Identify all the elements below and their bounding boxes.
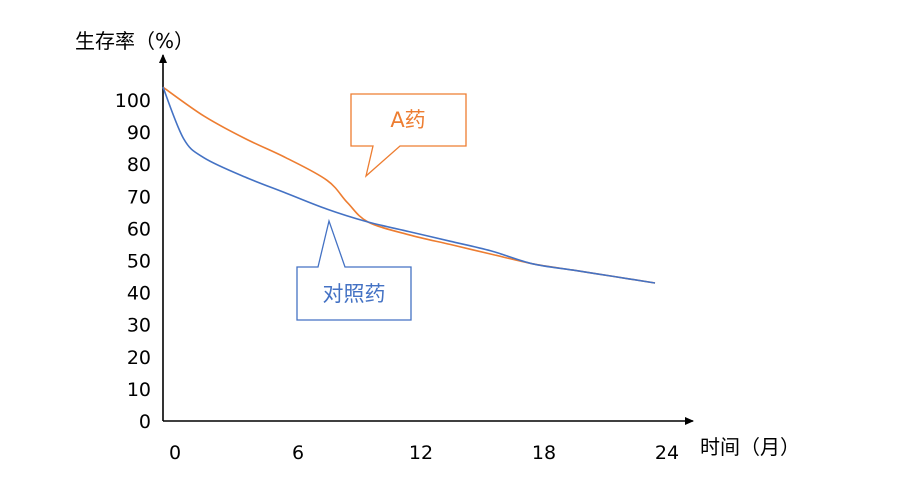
x-axis-title: 时间（月） xyxy=(700,435,800,459)
y-tick-label: 80 xyxy=(127,154,151,176)
x-tick-labels: 0 6 12 18 24 xyxy=(169,442,679,464)
y-tick-label: 10 xyxy=(127,379,151,401)
x-tick-label: 6 xyxy=(292,442,304,464)
series-line-control-drug xyxy=(162,86,656,284)
y-axis-title: 生存率（%） xyxy=(75,29,194,53)
y-tick-label: 90 xyxy=(127,122,151,144)
y-tick-label: 30 xyxy=(127,315,151,337)
callout-a-drug-text: A药 xyxy=(390,108,425,132)
y-tick-label: 100 xyxy=(115,90,151,112)
y-tick-label: 0 xyxy=(139,411,151,433)
y-tick-labels: 0 10 20 30 40 50 60 70 80 90 100 xyxy=(115,90,151,433)
callout-control-drug-box xyxy=(296,218,412,321)
callout-control-drug-text: 对照药 xyxy=(323,282,386,306)
callout-a-drug: A药 xyxy=(350,93,467,178)
y-tick-label: 70 xyxy=(127,186,151,208)
y-tick-label: 20 xyxy=(127,347,151,369)
y-tick-label: 60 xyxy=(127,218,151,240)
x-tick-label: 12 xyxy=(409,442,433,464)
y-tick-label: 40 xyxy=(127,283,151,305)
y-tick-label: 50 xyxy=(127,251,151,273)
x-tick-label: 18 xyxy=(532,442,556,464)
callout-a-drug-box xyxy=(350,93,467,178)
x-tick-label: 0 xyxy=(169,442,181,464)
series-lines xyxy=(162,86,656,284)
callout-control-drug: 对照药 xyxy=(296,218,412,321)
x-tick-label: 24 xyxy=(655,442,679,464)
